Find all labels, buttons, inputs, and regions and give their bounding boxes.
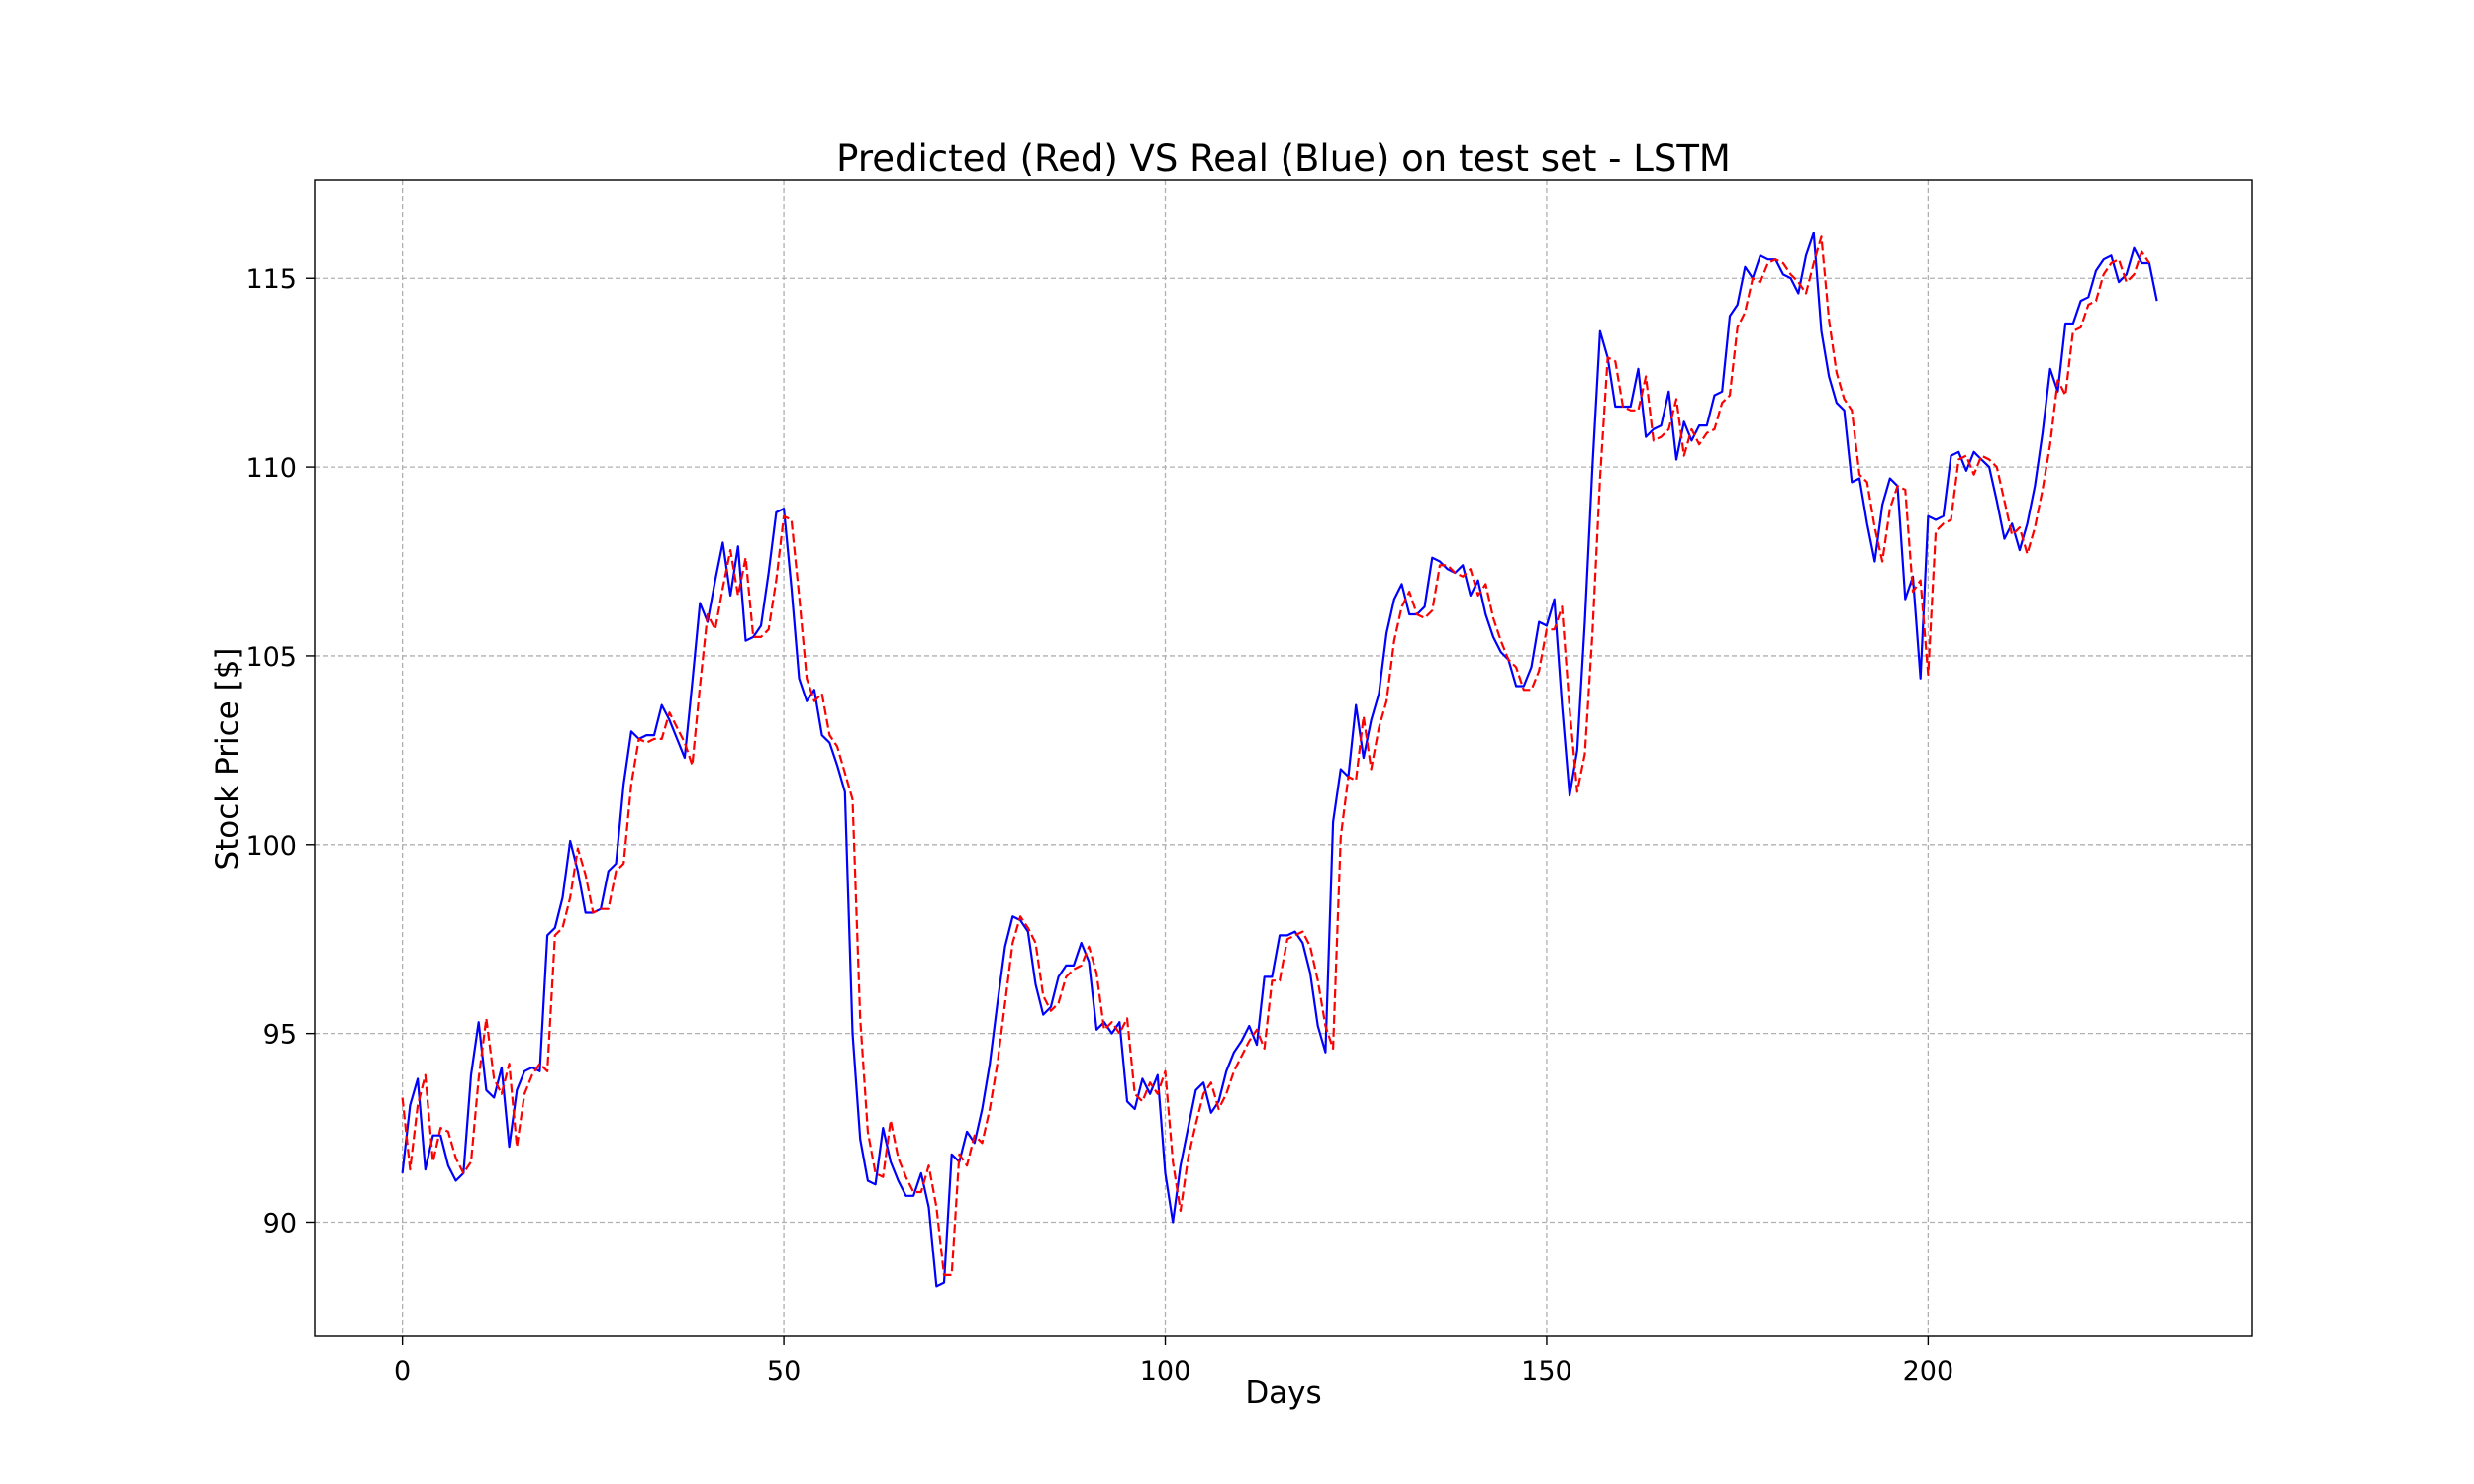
series-line-0	[401, 232, 2158, 1288]
series-layer	[401, 232, 2158, 1288]
chart-title: Predicted (Red) VS Real (Blue) on test s…	[836, 138, 1731, 180]
x-axis-label: Days	[1245, 1375, 1321, 1411]
y-tick-label: 90	[263, 1208, 297, 1239]
y-tick-label: 95	[263, 1020, 297, 1051]
y-tick-label: 115	[245, 264, 297, 295]
x-tick-label: 200	[1903, 1356, 1954, 1387]
series-line-1	[401, 235, 2150, 1277]
axis-ticks: 0 50 100 150 200 90 95 100 105 110 115	[245, 264, 1953, 1387]
x-tick-label: 150	[1521, 1356, 1572, 1387]
y-tick-label: 100	[245, 831, 297, 862]
y-tick-label: 110	[245, 453, 297, 484]
y-axis-label: Stock Price [$]	[210, 647, 245, 870]
x-tick-label: 100	[1140, 1356, 1191, 1387]
grid-lines	[315, 180, 2252, 1336]
plot-frame	[314, 179, 2253, 1337]
x-tick-label: 0	[394, 1356, 411, 1387]
y-tick-label: 105	[245, 642, 297, 673]
x-tick-label: 50	[767, 1356, 801, 1387]
